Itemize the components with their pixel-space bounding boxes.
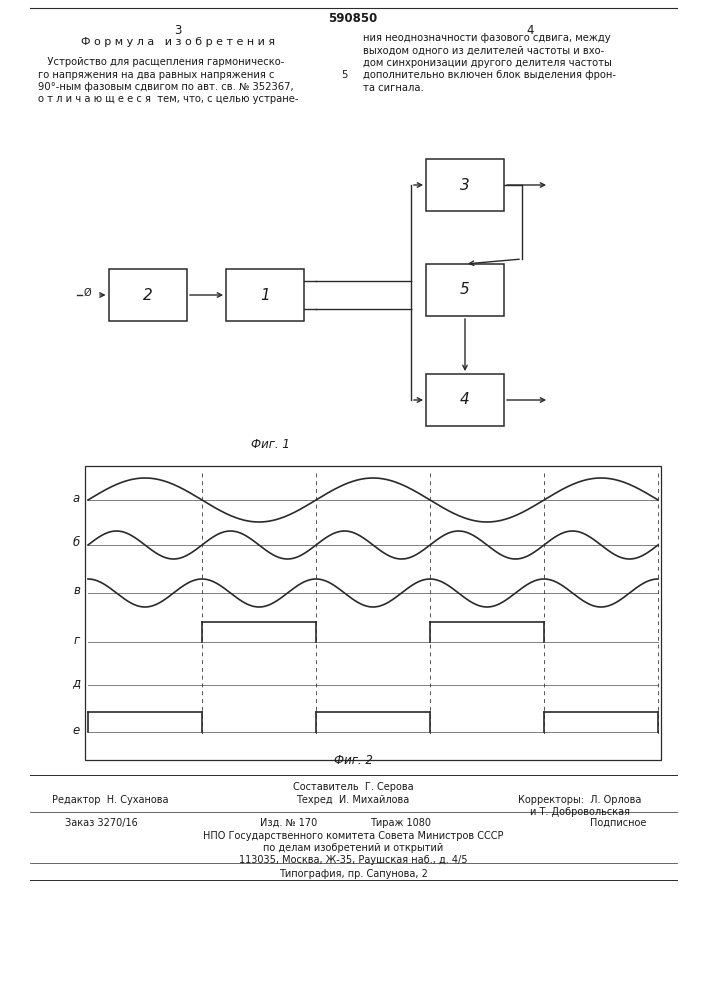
Text: Тираж 1080: Тираж 1080 [370, 818, 431, 828]
Text: 4: 4 [460, 392, 470, 408]
Bar [426, 264, 504, 316]
Bar [109, 269, 187, 321]
Text: Фиг. 2: Фиг. 2 [334, 754, 373, 766]
Text: 5: 5 [460, 282, 470, 298]
Text: ния неоднозначности фазового сдвига, между: ния неоднозначности фазового сдвига, меж… [363, 33, 611, 43]
Text: 3: 3 [175, 23, 182, 36]
Text: Ø: Ø [83, 288, 90, 298]
Text: Фиг. 1: Фиг. 1 [250, 438, 289, 452]
Text: 5: 5 [341, 70, 348, 81]
Text: та сигнала.: та сигнала. [363, 83, 423, 93]
Text: Техред  И. Михайлова: Техред И. Михайлова [296, 795, 409, 805]
Text: 2: 2 [143, 288, 153, 302]
Text: Заказ 3270/16: Заказ 3270/16 [65, 818, 138, 828]
Text: по делам изобретений и открытий: по делам изобретений и открытий [263, 843, 443, 853]
Text: 590850: 590850 [328, 11, 378, 24]
Text: 1: 1 [260, 288, 270, 302]
Text: д: д [72, 676, 80, 690]
Text: дом синхронизации другого делителя частоты: дом синхронизации другого делителя часто… [363, 58, 612, 68]
Text: НПО Государственного комитета Совета Министров СССР: НПО Государственного комитета Совета Мин… [203, 831, 503, 841]
Text: 113035, Москва, Ж-35, Раушская наб., д. 4/5: 113035, Москва, Ж-35, Раушская наб., д. … [239, 855, 467, 865]
Text: г: г [74, 634, 80, 647]
Text: 4: 4 [526, 23, 534, 36]
Text: 90°-ным фазовым сдвигом по авт. св. № 352367,: 90°-ным фазовым сдвигом по авт. св. № 35… [38, 82, 293, 92]
Text: в: в [73, 584, 80, 597]
Text: Ф о р м у л а   и з о б р е т е н и я: Ф о р м у л а и з о б р е т е н и я [81, 37, 275, 47]
Text: Устройство для расщепления гармоническо-: Устройство для расщепления гармоническо- [38, 57, 284, 67]
Text: о т л и ч а ю щ е е с я  тем, что, с целью устране-: о т л и ч а ю щ е е с я тем, что, с цель… [38, 95, 298, 104]
Bar [226, 269, 304, 321]
Text: выходом одного из делителей частоты и вхо-: выходом одного из делителей частоты и вх… [363, 45, 604, 55]
Text: Изд. № 170: Изд. № 170 [260, 818, 317, 828]
Text: Составитель  Г. Серова: Составитель Г. Серова [293, 782, 414, 792]
Bar [426, 374, 504, 426]
Text: 3: 3 [460, 178, 470, 192]
Text: го напряжения на два равных напряжения с: го напряжения на два равных напряжения с [38, 70, 274, 80]
Text: Корректоры:  Л. Орлова: Корректоры: Л. Орлова [518, 795, 642, 805]
Bar [426, 159, 504, 211]
Text: дополнительно включен блок выделения фрон-: дополнительно включен блок выделения фро… [363, 70, 616, 81]
Text: Редактор  Н. Суханова: Редактор Н. Суханова [52, 795, 168, 805]
Text: Типография, пр. Сапунова, 2: Типография, пр. Сапунова, 2 [279, 869, 428, 879]
Text: и Т. Добровольская: и Т. Добровольская [530, 807, 630, 817]
Bar [85, 466, 661, 760]
Text: б: б [73, 536, 80, 550]
Text: а: а [73, 491, 80, 504]
Text: е: е [73, 724, 80, 736]
Text: Подписное: Подписное [590, 818, 646, 828]
